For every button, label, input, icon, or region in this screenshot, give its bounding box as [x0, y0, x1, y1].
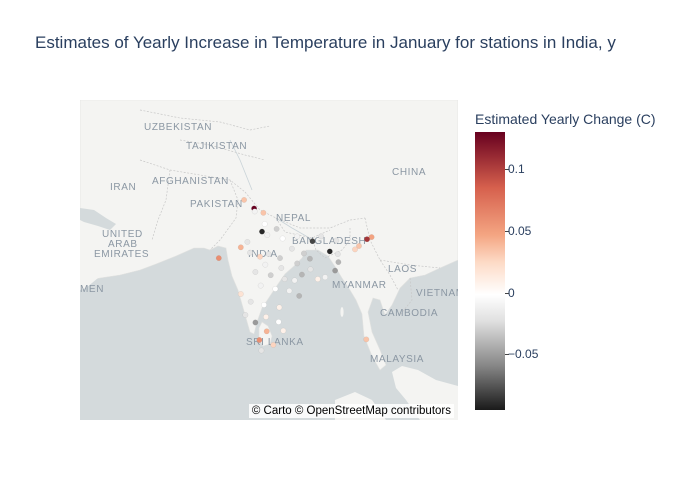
colorbar-gradient	[475, 132, 505, 410]
station-marker[interactable]	[273, 225, 280, 232]
station-marker[interactable]	[280, 327, 287, 334]
map-label: TAJIKISTAN	[186, 141, 247, 152]
colorbar-title: Estimated Yearly Change (C)	[475, 111, 656, 127]
colorbar-tick-label: 0.1	[508, 162, 525, 177]
map-label: NEPAL	[276, 213, 311, 224]
station-marker[interactable]	[314, 276, 321, 283]
station-marker[interactable]	[261, 301, 267, 308]
colorbar-tick-mark	[505, 230, 509, 232]
land-andaman	[340, 307, 344, 317]
station-markers	[215, 197, 375, 354]
land-arabia	[80, 220, 124, 290]
station-marker[interactable]	[262, 261, 269, 268]
map-label: IRAN	[110, 182, 136, 193]
station-marker[interactable]	[247, 298, 254, 305]
colorbar-tick-mark	[505, 354, 509, 356]
map-canvas[interactable]: UZBEKISTAN TAJIKISTAN AFGHANISTAN IRAN PAKIS…	[80, 100, 458, 420]
station-marker[interactable]	[260, 209, 267, 216]
colorbar	[475, 132, 505, 410]
station-marker[interactable]	[277, 255, 283, 262]
station-marker[interactable]	[333, 237, 340, 244]
station-marker[interactable]	[259, 228, 265, 235]
station-marker[interactable]	[267, 272, 274, 279]
station-marker[interactable]	[368, 234, 375, 241]
map-attribution[interactable]: © Carto © OpenStreetMap contributors	[248, 404, 454, 418]
map-label: ARAB	[108, 239, 138, 250]
page-title: Estimates of Yearly Increase in Temperat…	[35, 33, 616, 52]
station-marker[interactable]	[251, 208, 258, 215]
map-label: PAKISTAN	[190, 199, 243, 210]
station-marker[interactable]	[279, 235, 286, 242]
colorbar-tick-label: 0.05	[508, 223, 532, 238]
station-marker[interactable]	[258, 347, 265, 354]
station-marker[interactable]	[318, 233, 325, 240]
station-marker[interactable]	[352, 246, 358, 253]
station-marker[interactable]	[356, 243, 362, 249]
station-marker[interactable]	[322, 274, 329, 281]
station-marker[interactable]	[257, 253, 263, 260]
station-marker[interactable]	[332, 267, 339, 274]
station-marker[interactable]	[294, 260, 301, 267]
station-marker[interactable]	[275, 318, 282, 325]
station-marker[interactable]	[264, 232, 271, 239]
station-marker[interactable]	[261, 221, 268, 227]
station-marker[interactable]	[276, 304, 283, 311]
station-marker[interactable]	[364, 236, 370, 243]
colorbar-tick-label: −0.05	[508, 347, 539, 362]
map-label: MYANMAR	[332, 280, 387, 291]
station-marker[interactable]	[306, 255, 313, 262]
station-marker[interactable]	[257, 282, 264, 289]
station-marker[interactable]	[272, 285, 279, 292]
station-marker[interactable]	[237, 291, 244, 297]
station-marker[interactable]	[286, 287, 293, 294]
station-marker[interactable]	[263, 328, 270, 335]
map-label: UNITED	[102, 229, 143, 240]
station-marker[interactable]	[326, 248, 333, 255]
station-marker[interactable]	[334, 251, 341, 258]
colorbar-tick-mark	[505, 169, 509, 171]
map-label: INDIA	[248, 249, 278, 260]
map-view[interactable]: UZBEKISTAN TAJIKISTAN AFGHANISTAN IRAN PAKIS…	[80, 100, 458, 420]
map-label: UZBEKISTAN	[144, 122, 212, 133]
station-marker[interactable]	[300, 250, 307, 257]
station-marker[interactable]	[215, 255, 222, 262]
station-marker[interactable]	[252, 319, 259, 326]
station-marker[interactable]	[244, 238, 251, 245]
station-marker[interactable]	[256, 337, 263, 343]
map-label: VIETNAM	[416, 288, 458, 299]
station-marker[interactable]	[309, 238, 316, 245]
map-label: CHINA	[392, 167, 426, 178]
map-label: LAOS	[388, 264, 417, 275]
station-marker[interactable]	[298, 271, 305, 278]
station-marker[interactable]	[263, 313, 269, 320]
station-marker[interactable]	[335, 259, 342, 266]
map-label: CAMBODIA	[380, 308, 438, 319]
station-marker[interactable]	[237, 244, 244, 251]
station-marker[interactable]	[281, 276, 288, 283]
map-label: MALAYSIA	[370, 354, 424, 365]
station-marker[interactable]	[270, 341, 277, 348]
station-marker[interactable]	[241, 197, 248, 203]
map-label: MEN	[80, 284, 104, 295]
station-marker[interactable]	[265, 251, 272, 258]
station-marker[interactable]	[278, 265, 285, 271]
map-label: BANGLADESH	[292, 236, 366, 247]
colorbar-tick-label: 0	[508, 285, 515, 300]
station-marker[interactable]	[288, 245, 295, 252]
colorbar-tick-mark	[505, 292, 509, 294]
river	[229, 139, 253, 191]
station-marker[interactable]	[247, 249, 254, 256]
country-borders	[139, 109, 441, 316]
station-marker[interactable]	[307, 266, 314, 273]
map-label: AFGHANISTAN	[152, 176, 229, 187]
station-marker[interactable]	[363, 336, 370, 343]
gulf-water	[80, 208, 116, 230]
station-marker[interactable]	[242, 312, 249, 318]
station-marker[interactable]	[291, 277, 298, 284]
map-label: EMIRATES	[94, 249, 149, 260]
station-marker[interactable]	[294, 233, 301, 240]
station-marker[interactable]	[296, 292, 303, 299]
land-sri-lanka	[258, 321, 273, 347]
station-marker[interactable]	[252, 269, 259, 275]
